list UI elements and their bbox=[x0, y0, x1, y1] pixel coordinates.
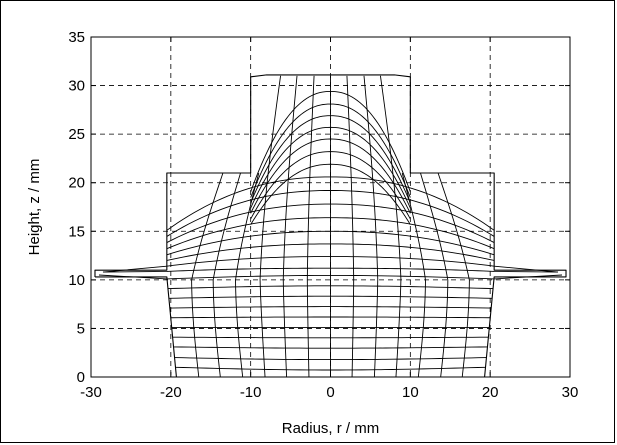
x-tick-label: 30 bbox=[562, 384, 579, 401]
axis-ticks: -30 -20 -10 0 10 20 30 0 5 10 15 20 25 30 35 bbox=[68, 29, 578, 401]
mesh-vertical-line bbox=[235, 172, 260, 378]
mesh-vertical-line bbox=[212, 172, 241, 378]
y-tick-label: 10 bbox=[68, 272, 85, 289]
x-tick-label: -10 bbox=[240, 384, 262, 401]
mesh-vertical-line bbox=[363, 75, 379, 378]
y-tick-label: 35 bbox=[68, 29, 85, 46]
y-tick-label: 5 bbox=[77, 320, 85, 337]
mesh-lines bbox=[94, 74, 567, 378]
y-tick-label: 0 bbox=[77, 369, 85, 386]
y-axis-title: Height, z / mm bbox=[26, 159, 43, 256]
x-tick-label: 10 bbox=[402, 384, 419, 401]
mesh-vertical-line bbox=[420, 172, 449, 378]
y-tick-label: 30 bbox=[68, 78, 85, 95]
x-tick-label: 20 bbox=[482, 384, 499, 401]
y-tick-label: 25 bbox=[68, 126, 85, 143]
x-tick-label: 0 bbox=[326, 384, 334, 401]
mesh-vertical-line bbox=[437, 172, 470, 378]
x-axis-title: Radius, r / mm bbox=[282, 420, 380, 437]
y-tick-label: 15 bbox=[68, 223, 85, 240]
mesh-vertical-line bbox=[379, 75, 402, 378]
mesh-vertical-line bbox=[306, 75, 315, 378]
mesh-vertical-line bbox=[401, 172, 426, 378]
mesh-vertical-line bbox=[259, 75, 282, 378]
y-tick-label: 20 bbox=[68, 175, 85, 192]
mesh-vertical-line bbox=[282, 75, 298, 378]
mesh-vertical-line bbox=[191, 172, 224, 378]
x-tick-label: -30 bbox=[80, 384, 102, 401]
x-tick-label: -20 bbox=[160, 384, 182, 401]
mesh-vertical-line bbox=[346, 75, 355, 378]
